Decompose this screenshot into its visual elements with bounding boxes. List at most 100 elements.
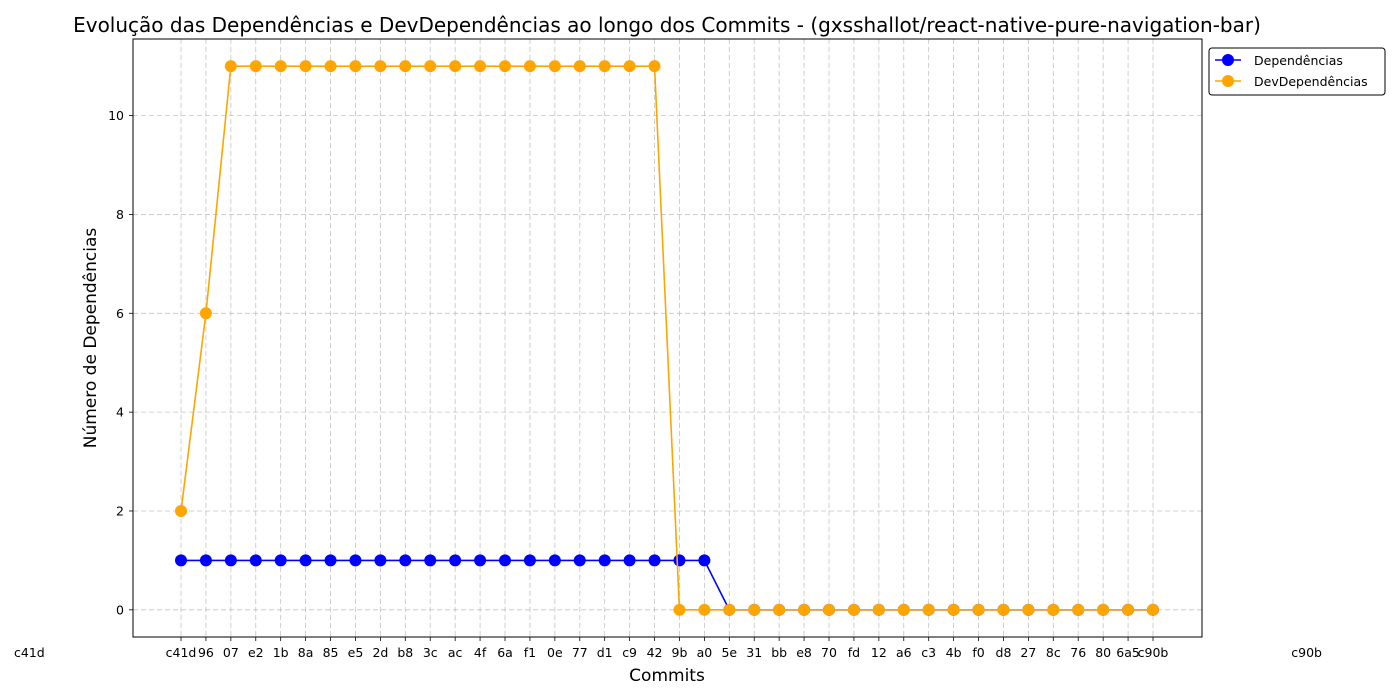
x-tick-label: f0: [972, 645, 984, 660]
x-tick-label: c90b: [1138, 645, 1169, 660]
data-point: [773, 603, 786, 616]
data-point: [723, 603, 736, 616]
x-tick-label: c3: [921, 645, 936, 660]
series-dependencias: [175, 554, 1159, 616]
series-line: [181, 559, 1153, 611]
x-tick-label: 8c: [1046, 645, 1061, 660]
data-point: [499, 554, 511, 567]
x-tick-label: 4b: [946, 645, 962, 660]
data-point: [523, 60, 536, 73]
data-point: [598, 60, 611, 73]
x-tick-label: d8: [996, 645, 1012, 660]
legend-label-dependencias: Dependências: [1254, 53, 1343, 68]
data-point: [424, 60, 437, 73]
x-tick-label: 12: [871, 645, 887, 660]
x-tick-label: 4f: [474, 645, 487, 660]
y-tick-label: 2: [116, 503, 124, 518]
data-point: [324, 554, 337, 567]
data-point: [748, 603, 761, 616]
legend-box: [1208, 47, 1386, 96]
x-tick-label: fd: [848, 645, 860, 660]
data-point: [449, 60, 462, 73]
data-point: [199, 307, 212, 320]
grid-lines: [133, 39, 1202, 637]
x-tick-label: 07: [223, 645, 239, 660]
data-point: [349, 60, 362, 73]
data-point: [1022, 603, 1035, 616]
data-point: [823, 603, 835, 616]
data-point: [623, 554, 636, 567]
data-point: [648, 554, 661, 567]
x-tick-label: d1: [597, 645, 613, 660]
x-tick-label: 5e: [721, 645, 737, 660]
data-point: [299, 554, 312, 567]
series-layer: [175, 60, 1159, 616]
y-tick-label: 0: [116, 602, 124, 617]
data-point: [324, 60, 337, 73]
data-point: [449, 554, 462, 567]
data-point: [499, 60, 511, 73]
y-tick-label: 10: [108, 108, 124, 123]
data-point: [274, 60, 287, 73]
x-tick-label: 9b: [672, 645, 688, 660]
x-tick-label: 70: [821, 645, 837, 660]
data-point: [424, 554, 437, 567]
x-tick-label: 27: [1020, 645, 1036, 660]
data-point: [299, 60, 312, 73]
x-tick-label: a0: [697, 645, 713, 660]
legend-marker-dependencias: [1222, 54, 1234, 66]
legend: Dependências DevDependências: [1208, 47, 1386, 96]
data-point: [872, 603, 885, 616]
x-tick-label: 6a5: [1116, 645, 1140, 660]
data-point: [474, 554, 487, 567]
data-point: [922, 603, 935, 616]
data-point: [224, 60, 237, 73]
data-point: [798, 603, 811, 616]
x-tick-label: 0e: [547, 645, 563, 660]
data-point: [897, 603, 910, 616]
data-point: [1047, 603, 1060, 616]
data-point: [698, 603, 711, 616]
data-point: [374, 554, 387, 567]
data-point: [673, 603, 686, 616]
x-tick-label: e5: [348, 645, 364, 660]
x-tick-label: 80: [1095, 645, 1111, 660]
data-point: [349, 554, 362, 567]
x-tick-label: bb: [771, 645, 787, 660]
plot-frame: [132, 38, 1203, 638]
data-point: [523, 554, 536, 567]
data-point: [1072, 603, 1085, 616]
x-tick-label: 6a: [497, 645, 513, 660]
legend-label-devdependencias: DevDependências: [1254, 74, 1368, 89]
x-tick-label-last: c90b: [1291, 645, 1322, 660]
data-point: [224, 554, 237, 567]
x-tick-label: 3c: [423, 645, 438, 660]
data-point: [573, 554, 586, 567]
data-point: [1097, 603, 1110, 616]
data-point: [548, 554, 561, 567]
x-tick-label-first: c41d: [14, 645, 45, 660]
data-point: [474, 60, 487, 73]
x-tick-label: 85: [323, 645, 339, 660]
data-point: [847, 603, 860, 616]
x-tick-label: 31: [746, 645, 762, 660]
x-tick-label: 42: [647, 645, 663, 660]
chart-title: Evolução das Dependências e DevDependênc…: [73, 13, 1261, 37]
series-line: [180, 65, 1153, 611]
x-tick-label: 96: [198, 645, 214, 660]
x-tick-label: 77: [572, 645, 588, 660]
x-tick-label: 1b: [273, 645, 289, 660]
data-point: [573, 60, 586, 73]
data-point: [274, 554, 287, 567]
data-point: [623, 60, 636, 73]
x-tick-label: ac: [448, 645, 463, 660]
data-point: [374, 60, 387, 73]
data-point: [249, 554, 262, 567]
data-point: [199, 554, 212, 567]
x-tick-label: a6: [896, 645, 912, 660]
data-point: [972, 603, 985, 616]
data-point: [249, 60, 262, 73]
x-tick-label: c9: [622, 645, 637, 660]
